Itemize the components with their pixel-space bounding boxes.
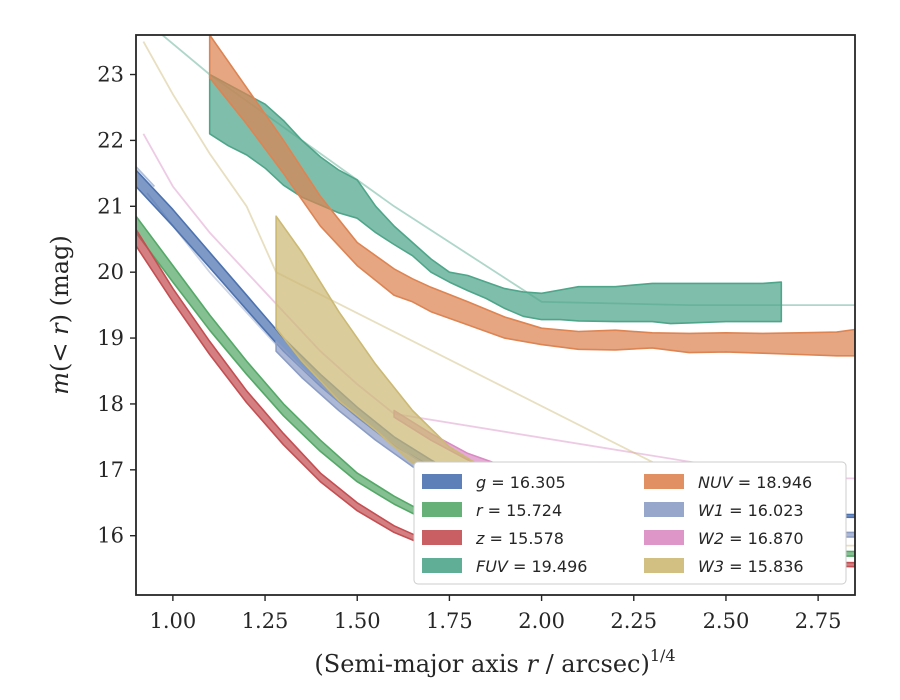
series-g-extension: [136, 166, 156, 188]
y-tick-label: 21: [97, 194, 124, 218]
series-r-band: [136, 215, 855, 557]
legend-label-var: W1: [698, 501, 724, 520]
x-tick-label: 1.75: [426, 609, 473, 633]
y-axis-title-open: (: [46, 363, 74, 372]
x-tick-label: 1.25: [242, 609, 289, 633]
legend-label-w1: W1 = 16.023: [698, 501, 804, 520]
x-tick-label: 2.00: [518, 609, 565, 633]
x-axis-title-prefix: (Semi-major axis: [314, 650, 526, 678]
legend-swatch-nuv: [644, 474, 684, 489]
legend-label-var: r: [476, 501, 484, 520]
legend-label-fuv: FUV = 19.496: [476, 557, 587, 576]
legend-label-value: = 16.023: [724, 501, 804, 520]
legend-swatch-w2: [644, 530, 684, 545]
legend-label-g: g = 16.305: [476, 473, 566, 492]
y-axis-title: m(< r) (mag): [46, 235, 74, 395]
y-tick-label: 22: [97, 128, 124, 152]
legend-label-var: g: [476, 473, 486, 492]
x-tick-label: 2.75: [795, 609, 842, 633]
x-axis-title-var: r: [526, 650, 539, 678]
legend-label-nuv: NUV = 18.946: [698, 473, 812, 492]
y-tick-label: 19: [97, 326, 124, 350]
legend-label-r: r = 15.724: [476, 501, 562, 520]
legend-swatch-r: [422, 502, 462, 517]
legend-label-value: = 15.836: [724, 557, 804, 576]
legend-frame: [413, 461, 847, 585]
legend-label-value: = 16.870: [724, 529, 804, 548]
x-tick-label: 1.00: [149, 609, 196, 633]
series-z-band: [136, 228, 855, 568]
legend-label-value: = 15.724: [483, 501, 563, 520]
y-tick-label: 20: [97, 260, 124, 284]
legend-label-w2: W2 = 16.870: [698, 529, 804, 548]
series-fuv-extension: [160, 35, 855, 306]
legend-label-var: NUV: [698, 473, 734, 492]
legend-swatch-w1: [644, 502, 684, 517]
legend-swatch-w3: [644, 558, 684, 573]
y-tick-label: 16: [97, 524, 124, 548]
legend-label-w3: W3 = 15.836: [698, 557, 804, 576]
legend-label-var: W3: [698, 557, 724, 576]
legend-label-var: z: [475, 529, 485, 548]
legend-label-var: FUV: [476, 557, 509, 576]
y-axis-title-close: ) (mag): [46, 235, 74, 323]
series-nuv-band: [208, 35, 855, 357]
x-tick-label: 2.50: [703, 609, 750, 633]
y-axis-title-r: r: [46, 322, 74, 335]
legend-swatch-g: [422, 474, 462, 489]
y-tick-label: 17: [97, 458, 124, 482]
y-axis-title-var: m: [46, 372, 74, 395]
axis-ticks: 1.00 1.25 1.50 1.75 2.00 2.25 2.50 2.75 16 17 18 19…: [97, 63, 841, 633]
x-tick-label: 2.25: [610, 609, 657, 633]
legend-swatch-z: [422, 530, 462, 545]
y-axis-title-lt: <: [46, 335, 74, 363]
plot-frame: [135, 34, 856, 596]
legend-swatch-fuv: [422, 558, 462, 573]
x-tick-label: 1.50: [334, 609, 381, 633]
legend-label-value: = 18.946: [733, 473, 813, 492]
y-tick-label: 23: [97, 63, 124, 87]
legend-label-var: W2: [698, 529, 724, 548]
legend-label-value: = 16.305: [486, 473, 566, 492]
series-fuv-band: [208, 73, 783, 325]
x-axis-title-mid: / arcsec): [538, 650, 650, 678]
x-axis-title-sup: 1/4: [650, 646, 676, 665]
x-axis-title: (Semi-major axis r / arcsec)1/4: [314, 646, 675, 678]
y-tick-label: 18: [97, 392, 124, 416]
legend-label-z: z = 15.578: [475, 529, 564, 548]
legend-label-value: = 15.578: [484, 529, 564, 548]
legend-label-value: = 19.496: [508, 557, 588, 576]
